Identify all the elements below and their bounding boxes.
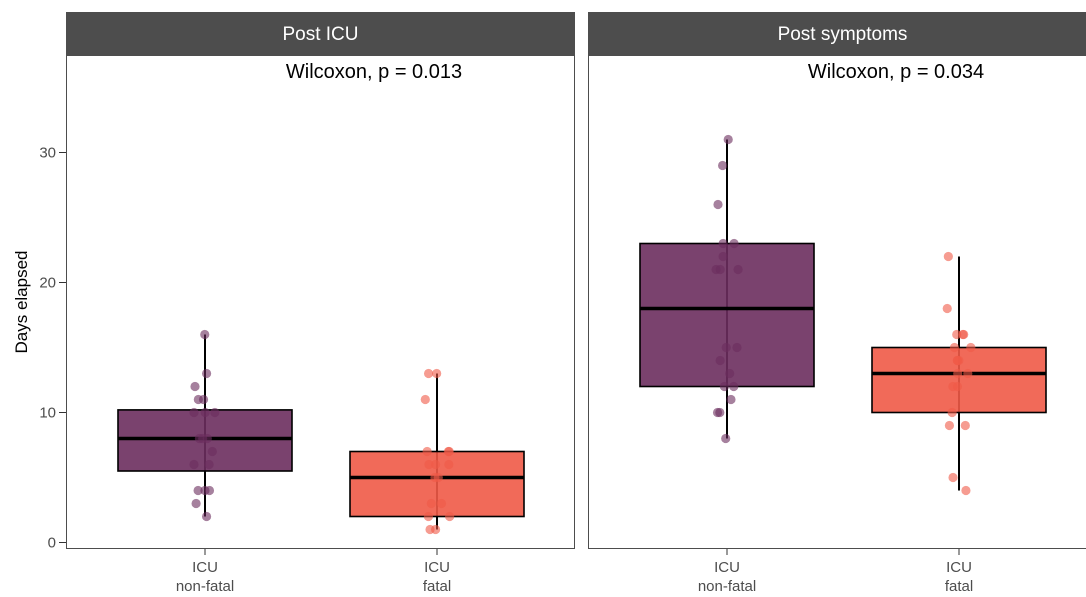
data-point	[424, 459, 434, 470]
data-point	[952, 355, 963, 366]
data-point	[200, 329, 210, 340]
data-point	[729, 238, 739, 249]
data-point	[944, 420, 955, 431]
x-tick-sublabel: non-fatal	[176, 578, 234, 595]
x-tick-label: ICU	[192, 559, 218, 576]
data-point	[733, 264, 743, 275]
y-tick-label: 0	[48, 535, 56, 552]
box-iqr	[639, 242, 815, 388]
data-point	[430, 459, 441, 470]
data-point	[445, 511, 455, 522]
data-point	[426, 498, 436, 509]
data-point	[204, 459, 214, 470]
y-axis-title: Days elapsed	[12, 250, 31, 353]
data-point	[953, 368, 963, 379]
y-tick-label: 10	[39, 405, 56, 422]
panel-strip	[66, 12, 575, 55]
data-point	[201, 368, 212, 379]
data-point	[721, 433, 731, 444]
data-point	[189, 407, 199, 418]
data-point	[723, 134, 733, 145]
data-point	[961, 485, 971, 496]
data-point	[715, 264, 725, 275]
panel-1: Post ICU Wilcoxon, p = 0.013 ICU non-fatal I…	[66, 12, 575, 595]
data-point	[717, 160, 728, 171]
data-point	[207, 446, 217, 457]
data-point	[432, 368, 442, 379]
data-point	[949, 342, 960, 353]
panel-title: Post ICU	[282, 24, 358, 45]
data-point	[210, 407, 220, 418]
data-point	[947, 407, 957, 418]
y-tick-label: 30	[39, 145, 56, 162]
data-point	[725, 368, 735, 379]
data-point	[732, 342, 742, 353]
panel-title: Post symptoms	[778, 24, 908, 45]
data-point	[194, 433, 204, 444]
x-tick-sublabel: fatal	[945, 578, 973, 595]
data-point	[444, 459, 454, 470]
data-point	[718, 251, 728, 262]
data-point	[423, 511, 434, 522]
data-point	[948, 381, 958, 392]
x-tick-sublabel: fatal	[423, 578, 451, 595]
wilcoxon-annotation: Wilcoxon, p = 0.034	[808, 61, 984, 83]
data-point	[422, 446, 432, 457]
panel-2: Post symptoms Wilcoxon, p = 0.034 ICU non-f…	[588, 12, 1086, 595]
data-point	[963, 368, 973, 379]
data-point	[721, 342, 731, 353]
data-point	[190, 381, 200, 392]
x-tick-label: ICU	[946, 559, 972, 576]
data-point	[436, 498, 447, 509]
data-point	[719, 381, 730, 392]
x-tick-label: ICU	[424, 559, 450, 576]
data-point	[423, 368, 434, 379]
data-point	[718, 238, 728, 249]
data-point	[444, 446, 454, 457]
data-point	[942, 303, 952, 314]
data-point	[715, 407, 725, 418]
data-point	[193, 485, 203, 496]
x-tick-label: ICU	[714, 559, 740, 576]
data-point	[713, 199, 723, 210]
data-point	[425, 524, 435, 535]
data-point	[726, 394, 736, 405]
data-point	[943, 251, 953, 262]
data-point	[204, 485, 215, 496]
data-point	[958, 329, 968, 340]
data-point	[420, 394, 430, 405]
data-point	[200, 407, 210, 418]
data-point	[191, 498, 201, 509]
panel-strip	[588, 12, 1086, 55]
wilcoxon-annotation: Wilcoxon, p = 0.013	[286, 61, 462, 83]
x-tick-sublabel: non-fatal	[698, 578, 756, 595]
y-tick-label: 20	[39, 275, 56, 292]
data-point	[715, 355, 725, 366]
data-point	[729, 381, 739, 392]
data-point	[948, 472, 958, 483]
data-point	[433, 472, 443, 483]
data-point	[960, 420, 970, 431]
data-point	[201, 511, 212, 522]
data-point	[189, 459, 199, 470]
data-point	[198, 394, 209, 405]
data-point	[966, 342, 976, 353]
